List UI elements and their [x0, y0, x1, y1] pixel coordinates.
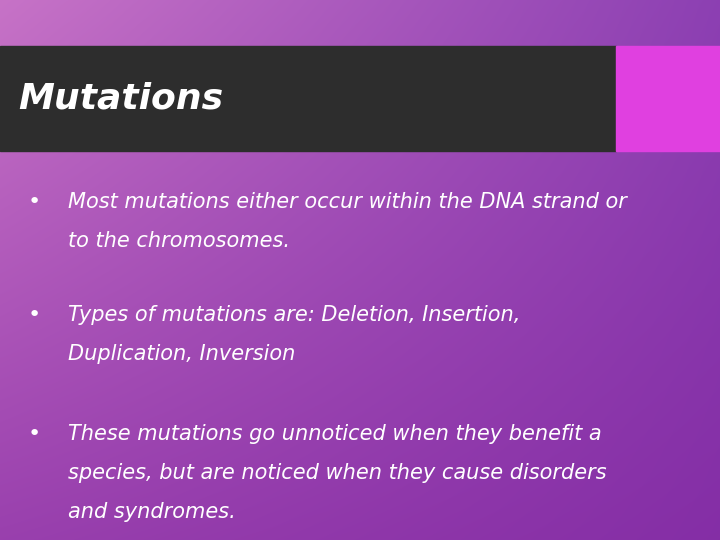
Text: species, but are noticed when they cause disorders: species, but are noticed when they cause… — [68, 463, 607, 483]
Text: •: • — [28, 424, 41, 444]
Text: Most mutations either occur within the DNA strand or: Most mutations either occur within the D… — [68, 192, 627, 212]
Text: to the chromosomes.: to the chromosomes. — [68, 231, 290, 251]
Text: These mutations go unnoticed when they benefit a: These mutations go unnoticed when they b… — [68, 424, 602, 444]
Bar — [0, 46, 616, 151]
Bar — [616, 46, 720, 151]
Text: •: • — [28, 305, 41, 325]
Text: Duplication, Inversion: Duplication, Inversion — [68, 344, 296, 364]
Text: •: • — [28, 192, 41, 212]
Text: and syndromes.: and syndromes. — [68, 502, 236, 522]
Text: Mutations: Mutations — [18, 82, 223, 116]
Text: Types of mutations are: Deletion, Insertion,: Types of mutations are: Deletion, Insert… — [68, 305, 521, 325]
